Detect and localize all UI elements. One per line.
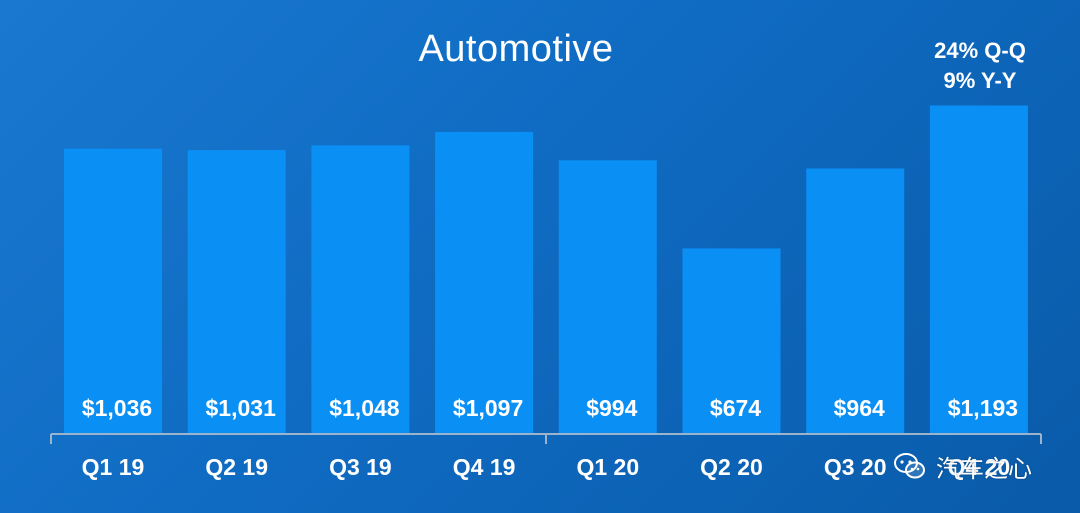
bar-value-label: $1,097 (453, 395, 523, 421)
bar-value-label: $674 (710, 395, 761, 421)
bar-q3-20 (806, 168, 905, 434)
watermark-text: 汽车之心 (936, 454, 1032, 483)
wechat-icon (894, 453, 925, 479)
bar-q1-19 (64, 148, 162, 434)
bar-q4-20 (929, 105, 1028, 434)
category-label: Q2 20 (700, 454, 763, 480)
bar-q4-19 (435, 131, 534, 434)
bar-value-label: $994 (586, 395, 637, 421)
category-label: Q3 20 (824, 454, 887, 480)
category-label: Q2 19 (205, 454, 268, 480)
bar-value-label: $1,193 (948, 395, 1018, 421)
bar-value-label: $1,031 (206, 395, 277, 421)
category-label: Q1 19 (82, 454, 145, 480)
bar-value-label: $964 (834, 395, 885, 421)
bar-q1-20 (558, 160, 657, 435)
bar-value-label: $1,036 (82, 395, 152, 421)
category-label: Q1 20 (576, 454, 639, 480)
watermark: 汽车之心 (892, 448, 1032, 484)
qoq-callout: 24% Q-Q (934, 38, 1026, 63)
category-label: Q3 19 (329, 454, 392, 480)
category-label: Q4 20 (948, 454, 1011, 480)
bar-value-label: $1,048 (329, 395, 400, 421)
category-label: Q4 19 (453, 454, 516, 480)
yoy-callout: 9% Y-Y (943, 68, 1017, 93)
chart-title: Automotive (418, 28, 614, 70)
bar-q2-19 (187, 150, 286, 434)
bar-q3-19 (311, 145, 410, 434)
bar-q2-20 (682, 248, 781, 434)
